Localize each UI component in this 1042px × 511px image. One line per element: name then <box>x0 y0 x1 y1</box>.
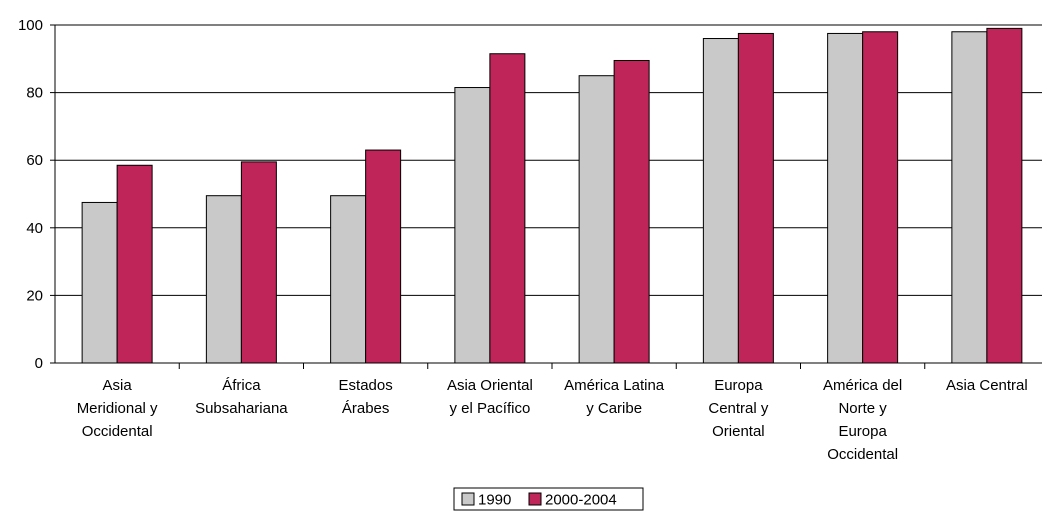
legend-swatch-1990 <box>461 492 475 506</box>
x-category-label: Asia Central <box>946 377 1028 394</box>
bar-1990-6 <box>827 32 864 364</box>
x-category-label: Meridional y <box>77 400 158 417</box>
x-category-label: Asia <box>103 377 133 394</box>
bar-2000-2004-7 <box>986 27 1023 364</box>
x-category-label: Asia Oriental <box>447 377 533 394</box>
bar-2000-2004-3 <box>489 53 526 364</box>
x-category-label: América del <box>823 377 902 394</box>
y-tick-label: 20 <box>26 287 43 304</box>
bar-1990-2 <box>330 195 367 364</box>
y-tick-label: 80 <box>26 85 43 102</box>
legend-swatch-2000-2004 <box>528 492 542 506</box>
bar-2000-2004-4 <box>613 59 650 364</box>
y-tick-label: 60 <box>26 152 43 169</box>
x-category-label: Norte y <box>838 400 887 417</box>
x-category-label: Central y <box>708 400 769 417</box>
y-tick-label: 0 <box>35 355 43 372</box>
bar-1990-7 <box>951 31 988 364</box>
bar-1990-3 <box>454 87 491 364</box>
bar-2000-2004-6 <box>862 31 899 364</box>
x-category-labels: Asia Meridional y Occidental África Subsahar… <box>77 377 1028 463</box>
x-category-label: África <box>222 377 261 394</box>
bar-1990-5 <box>702 38 739 364</box>
x-category-label: Occidental <box>82 423 153 440</box>
bar-2000-2004-1 <box>240 161 277 364</box>
legend-box <box>453 487 644 511</box>
legend: 1990 2000-2004 <box>453 487 644 511</box>
legend-label-2000-2004: 2000-2004 <box>545 492 617 509</box>
y-tick-label: 100 <box>18 17 43 34</box>
x-category-label: y Caribe <box>586 400 642 417</box>
axes <box>50 24 1042 369</box>
x-category-label: Occidental <box>827 446 898 463</box>
x-category-label: Europa <box>838 423 887 440</box>
x-category-label: América Latina <box>564 377 665 394</box>
x-category-label: Oriental <box>712 423 765 440</box>
x-category-label: Árabes <box>342 400 390 417</box>
x-category-label: Subsahariana <box>195 400 288 417</box>
y-tick-label: 40 <box>26 220 43 237</box>
x-category-label: Europa <box>714 377 763 394</box>
bar-2000-2004-5 <box>737 32 774 364</box>
x-category-label: y el Pacífico <box>449 400 530 417</box>
bar-2000-2004-2 <box>365 149 402 364</box>
bars <box>81 27 1023 364</box>
bar-1990-4 <box>578 75 615 364</box>
x-category-label: Estados <box>339 377 393 394</box>
bar-1990-0 <box>81 201 118 364</box>
bar-2000-2004-0 <box>116 164 153 364</box>
legend-label-1990: 1990 <box>478 492 511 509</box>
bar-1990-1 <box>205 195 242 364</box>
y-tick-labels: 0 20 40 60 80 100 <box>18 17 43 372</box>
